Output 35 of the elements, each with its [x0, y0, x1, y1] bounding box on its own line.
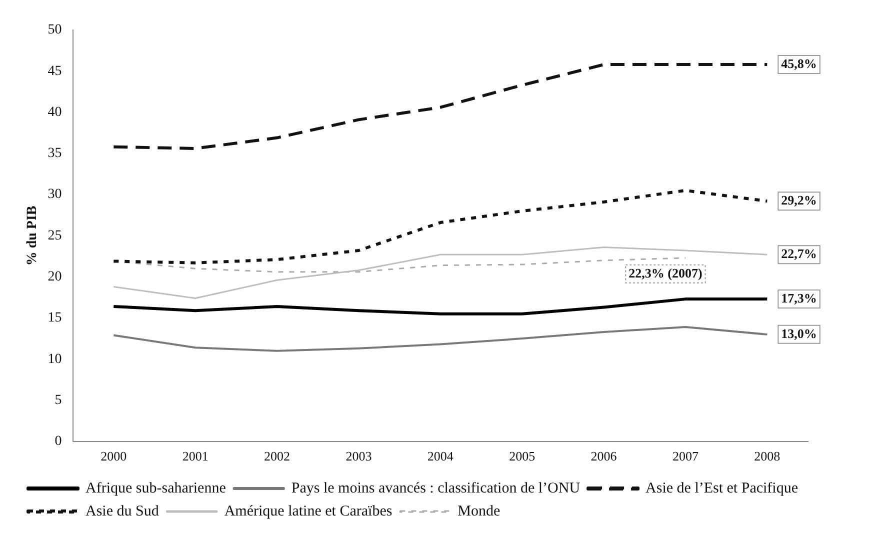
y-tick-label: 25 [48, 228, 62, 244]
x-tick-label: 2005 [509, 448, 536, 464]
y-tick-label: 0 [54, 434, 62, 450]
legend-label: Afrique sub-saharienne [86, 480, 226, 496]
y-tick-label: 15 [48, 310, 62, 326]
y-tick-label: 50 [48, 22, 62, 38]
annotation: 17,3% [781, 290, 817, 306]
annotation: 22,3% (2007) [628, 265, 702, 280]
legend-label: Asie du Sud [86, 503, 160, 520]
y-tick-label: 10 [48, 352, 62, 367]
y-tick-label: 40 [48, 104, 62, 120]
legend-label: Amérique latine et Caraïbes [224, 503, 392, 520]
legend-label: Monde [458, 503, 501, 520]
annotation: 29,2% [781, 192, 817, 208]
x-tick-label: 2004 [427, 448, 454, 464]
legend-label: Asie de l’Est et Pacifique [646, 480, 798, 496]
x-tick-label: 2003 [346, 448, 372, 464]
line-series [112, 188, 769, 264]
annotation: 22,7% [781, 246, 817, 261]
x-tick-label: 2000 [100, 448, 127, 464]
annotation: 45,8% [781, 56, 817, 71]
line-series [112, 63, 769, 150]
x-tick-label: 2008 [754, 448, 780, 464]
x-tick-label: 2007 [672, 448, 699, 464]
y-tick-label: 35 [48, 146, 62, 162]
x-tick-label: 2002 [264, 448, 290, 464]
y-tick-label: 30 [48, 187, 62, 202]
x-tick-label: 2006 [590, 448, 618, 464]
x-tick-label: 2001 [182, 448, 208, 464]
legend-label: Pays le moins avancés : classification de l’ONU [291, 480, 580, 496]
y-tick-label: 5 [54, 392, 62, 408]
y-tick-label: 20 [48, 270, 62, 285]
annotation: 13,0% [781, 326, 817, 341]
y-axis-title: % du PIB [25, 206, 40, 266]
y-tick-label: 45 [48, 64, 62, 79]
